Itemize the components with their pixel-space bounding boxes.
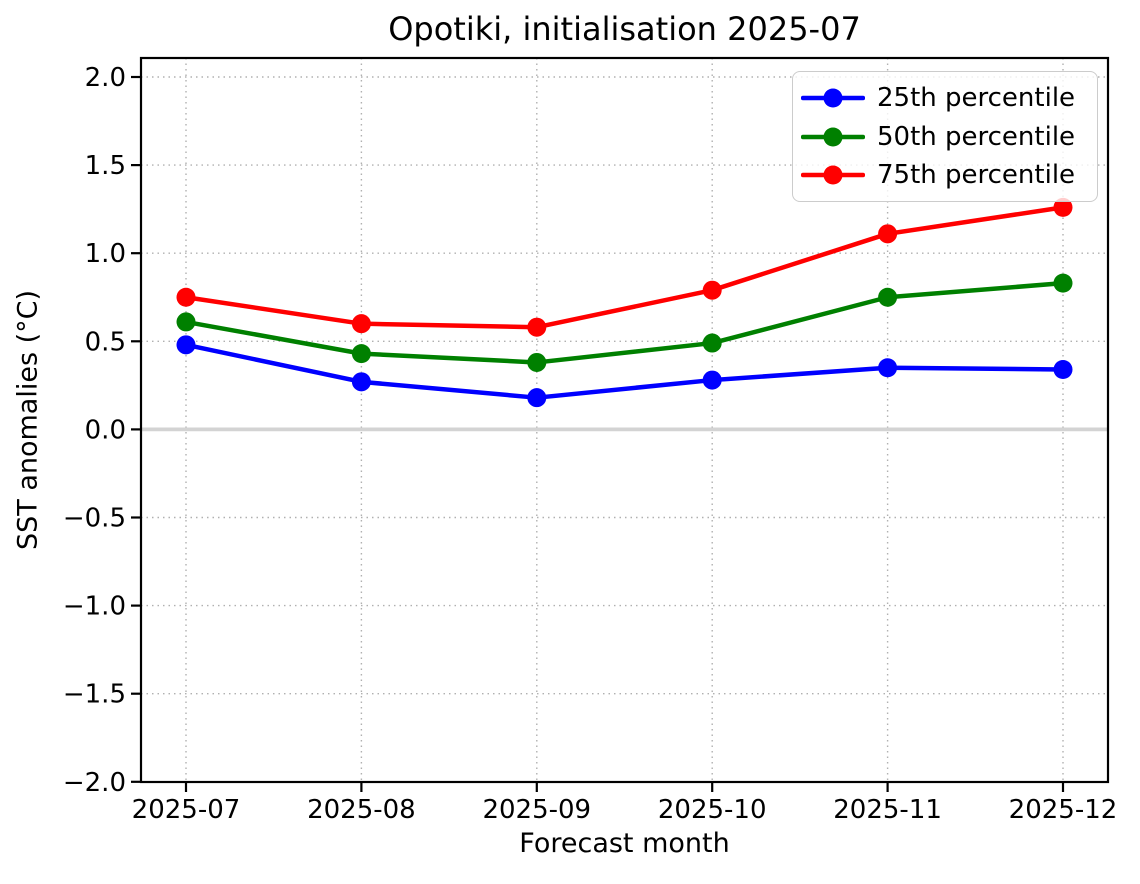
x-tick-label: 2025-09 xyxy=(482,795,591,825)
data-point-marker xyxy=(878,358,898,378)
data-point-marker xyxy=(702,370,722,390)
y-tick-label: 1.5 xyxy=(85,151,126,181)
legend-line-sample xyxy=(801,165,865,185)
data-point-marker xyxy=(527,317,547,337)
legend-item: 50th percentile xyxy=(801,124,1097,150)
legend-sample-marker xyxy=(823,88,843,108)
x-tick-label: 2025-07 xyxy=(132,795,241,825)
x-tick-label: 2025-12 xyxy=(1009,795,1118,825)
data-point-marker xyxy=(878,224,898,244)
data-point-marker xyxy=(1053,359,1073,379)
data-point-marker xyxy=(176,335,196,355)
data-point-marker xyxy=(702,280,722,300)
legend: 25th percentile 50th percentile 75th perce… xyxy=(792,71,1098,202)
series-line xyxy=(183,205,1066,330)
data-point-marker xyxy=(702,333,722,353)
data-point-marker xyxy=(176,287,196,307)
x-tick-label: 2025-10 xyxy=(658,795,767,825)
y-tick-label: 0.0 xyxy=(85,415,126,445)
legend-sample-marker xyxy=(823,127,843,146)
legend-label: 75th percentile xyxy=(877,160,1076,191)
legend-label: 25th percentile xyxy=(877,82,1076,113)
data-point-marker xyxy=(351,344,371,364)
data-point-marker xyxy=(1053,197,1073,217)
x-axis-label: Forecast month xyxy=(519,828,730,859)
data-point-marker xyxy=(176,312,196,332)
legend-sample-marker xyxy=(823,165,843,185)
legend-line-sample xyxy=(801,88,865,108)
series-line xyxy=(183,342,1066,400)
y-tick-label: −0.5 xyxy=(63,504,126,534)
data-point-marker xyxy=(1053,273,1073,293)
legend-item: 25th percentile xyxy=(801,85,1097,111)
y-tick-label: 1.0 xyxy=(85,239,126,269)
data-point-marker xyxy=(527,388,547,408)
y-tick-label: −2.0 xyxy=(63,768,126,798)
y-tick-label: −1.0 xyxy=(63,592,126,622)
data-point-marker xyxy=(527,352,547,372)
y-axis-label: SST anomalies (°C) xyxy=(12,289,44,551)
legend-label: 50th percentile xyxy=(877,121,1076,152)
axes-spines xyxy=(139,56,1110,784)
y-tick-label: 0.5 xyxy=(85,327,126,357)
legend-line-sample xyxy=(801,127,865,146)
legend-item: 75th percentile xyxy=(801,162,1097,188)
data-point-marker xyxy=(878,287,898,307)
y-tick-label: 2.0 xyxy=(85,63,126,93)
y-tick-label: −1.5 xyxy=(63,680,126,710)
chart-title: Opotiki, initialisation 2025-07 xyxy=(388,10,861,48)
data-point-marker xyxy=(351,372,371,392)
series-line xyxy=(183,280,1066,365)
x-tick-label: 2025-11 xyxy=(833,795,942,825)
x-tick-label: 2025-08 xyxy=(307,795,416,825)
data-point-marker xyxy=(351,314,371,334)
